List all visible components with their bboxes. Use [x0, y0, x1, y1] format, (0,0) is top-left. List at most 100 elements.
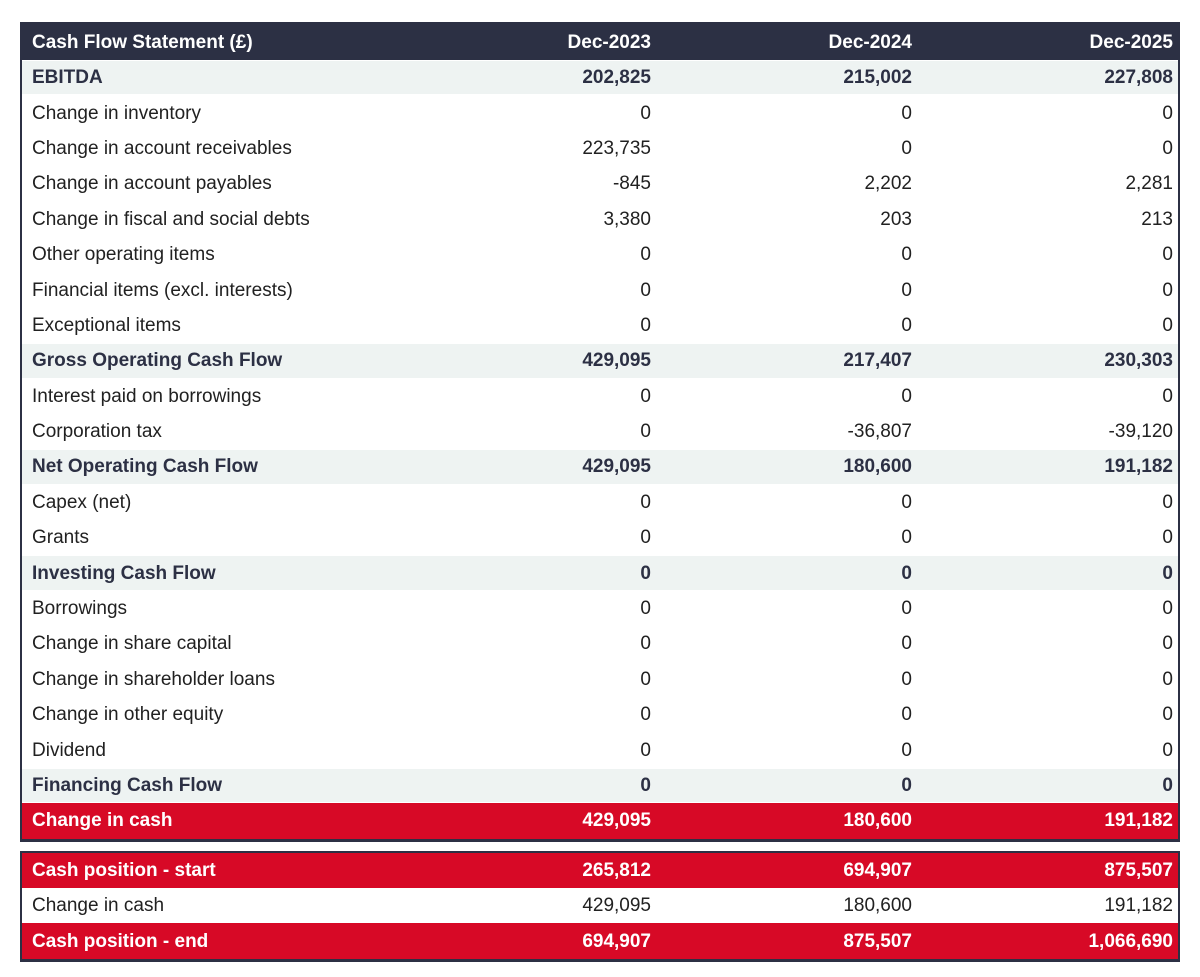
row-value: 0 [640, 422, 651, 442]
table-row: Corporation tax 0 -36,807 -39,120 [22, 413, 1178, 450]
row-value: 223,735 [582, 138, 651, 158]
table-row: Borrowings 0 0 0 [22, 590, 1178, 627]
table-body: EBITDA 202,825 215,002 227,808 Change in inv… [22, 60, 1178, 839]
table-row: Change in cash 429,095 180,600 191,182 [22, 803, 1178, 839]
row-value: -36,807 [847, 422, 912, 442]
row-value: 0 [1162, 669, 1173, 689]
row-label: Interest paid on borrowings [32, 386, 262, 406]
row-label: Cash position - end [32, 931, 209, 951]
row-value: 0 [901, 103, 912, 123]
table-row: Change in account payables -845 2,202 2,281 [22, 166, 1178, 202]
table-header-row: Cash Flow Statement (£) Dec-2023 Dec-202… [22, 24, 1178, 60]
row-value: 0 [901, 599, 912, 619]
row-value: 0 [1162, 315, 1173, 335]
table-row: Change in other equity 0 0 0 [22, 697, 1178, 733]
row-label: Capex (net) [32, 492, 132, 512]
row-value: 0 [640, 634, 651, 654]
row-label: Change in shareholder loans [32, 669, 275, 689]
row-value: 0 [640, 315, 651, 335]
row-label: Financing Cash Flow [32, 776, 223, 795]
row-value: 0 [640, 563, 651, 583]
row-label: Financial items (excl. interests) [32, 280, 293, 300]
column-header-dec-2025: Dec-2025 [1089, 32, 1173, 52]
row-value: 0 [901, 563, 912, 583]
row-value: 0 [1162, 563, 1173, 583]
row-value: 2,281 [1125, 174, 1173, 194]
row-value: 0 [640, 528, 651, 548]
row-value: 0 [640, 103, 651, 123]
row-value: 0 [901, 528, 912, 548]
row-value: 0 [640, 280, 651, 300]
row-label: EBITDA [32, 68, 103, 88]
row-value: 0 [640, 705, 651, 725]
row-value: 0 [640, 776, 651, 795]
row-value: 217,407 [843, 351, 912, 371]
row-value: 191,182 [1104, 896, 1173, 916]
table-title: Cash Flow Statement (£) [32, 32, 253, 52]
row-value: 429,095 [582, 896, 651, 916]
row-value: 694,907 [843, 860, 912, 880]
cash-position-body: Cash position - start 265,812 694,907 875,5… [22, 852, 1178, 959]
table-row: Dividend 0 0 0 [22, 732, 1178, 768]
row-value: 0 [1162, 776, 1173, 795]
row-value: 191,182 [1104, 811, 1173, 831]
row-value: 875,507 [843, 931, 912, 951]
table-row: Cash position - end 694,907 875,507 1,066,6… [22, 923, 1178, 959]
row-label: Investing Cash Flow [32, 563, 216, 583]
row-label: Change in account payables [32, 174, 272, 194]
row-label: Borrowings [32, 599, 128, 619]
row-value: 0 [901, 280, 912, 300]
column-header-dec-2023: Dec-2023 [567, 32, 651, 52]
row-label: Change in cash [32, 811, 173, 831]
row-label: Grants [32, 528, 90, 548]
table-row: Change in fiscal and social debts 3,380 20… [22, 201, 1178, 237]
table-section-gap [20, 841, 1180, 851]
table-row: Exceptional items 0 0 0 [22, 307, 1178, 344]
row-value: 0 [1162, 740, 1173, 760]
row-value: 202,825 [582, 68, 651, 88]
row-value: 2,202 [864, 174, 912, 194]
table-row: Change in share capital 0 0 0 [22, 626, 1178, 662]
row-value: 0 [901, 740, 912, 760]
row-label: Change in other equity [32, 705, 224, 725]
table-row: Financing Cash Flow 0 0 0 [22, 767, 1178, 804]
table-row: Capex (net) 0 0 0 [22, 484, 1178, 521]
row-value: 0 [1162, 245, 1173, 265]
row-value: 215,002 [843, 68, 912, 88]
row-label: Cash position - start [32, 860, 216, 880]
cash-flow-statement-table: Cash Flow Statement (£) Dec-2023 Dec-202… [20, 22, 1180, 842]
row-value: 0 [1162, 280, 1173, 300]
table-row: Investing Cash Flow 0 0 0 [22, 555, 1178, 591]
row-value: 0 [1162, 528, 1173, 548]
table-row: Grants 0 0 0 [22, 520, 1178, 556]
row-value: 0 [640, 245, 651, 265]
table-row: Gross Operating Cash Flow 429,095 217,407 2… [22, 343, 1178, 379]
row-value: 0 [640, 740, 651, 760]
column-header-dec-2024: Dec-2024 [828, 32, 912, 52]
table-row: Other operating items 0 0 0 [22, 236, 1178, 273]
row-value: 694,907 [582, 931, 651, 951]
row-value: 0 [1162, 705, 1173, 725]
row-value: 203 [880, 209, 912, 229]
row-value: 3,380 [603, 209, 651, 229]
row-label: Other operating items [32, 245, 215, 265]
row-value: 0 [901, 634, 912, 654]
table-row: Interest paid on borrowings 0 0 0 [22, 378, 1178, 414]
row-value: 0 [640, 599, 651, 619]
row-value: 191,182 [1104, 457, 1173, 477]
row-label: Gross Operating Cash Flow [32, 351, 283, 371]
table-row: EBITDA 202,825 215,002 227,808 [22, 60, 1178, 96]
row-value: 0 [1162, 138, 1173, 158]
row-value: 0 [901, 138, 912, 158]
row-value: 213 [1141, 209, 1173, 229]
table-row: Change in cash 429,095 180,600 191,182 [22, 887, 1178, 924]
row-value: 429,095 [582, 457, 651, 477]
row-value: 0 [901, 315, 912, 335]
row-value: 429,095 [582, 811, 651, 831]
row-value: 0 [901, 245, 912, 265]
row-value: 0 [901, 386, 912, 406]
table-row: Cash position - start 265,812 694,907 875,5… [22, 852, 1178, 888]
row-value: 0 [640, 386, 651, 406]
row-value: 0 [901, 705, 912, 725]
